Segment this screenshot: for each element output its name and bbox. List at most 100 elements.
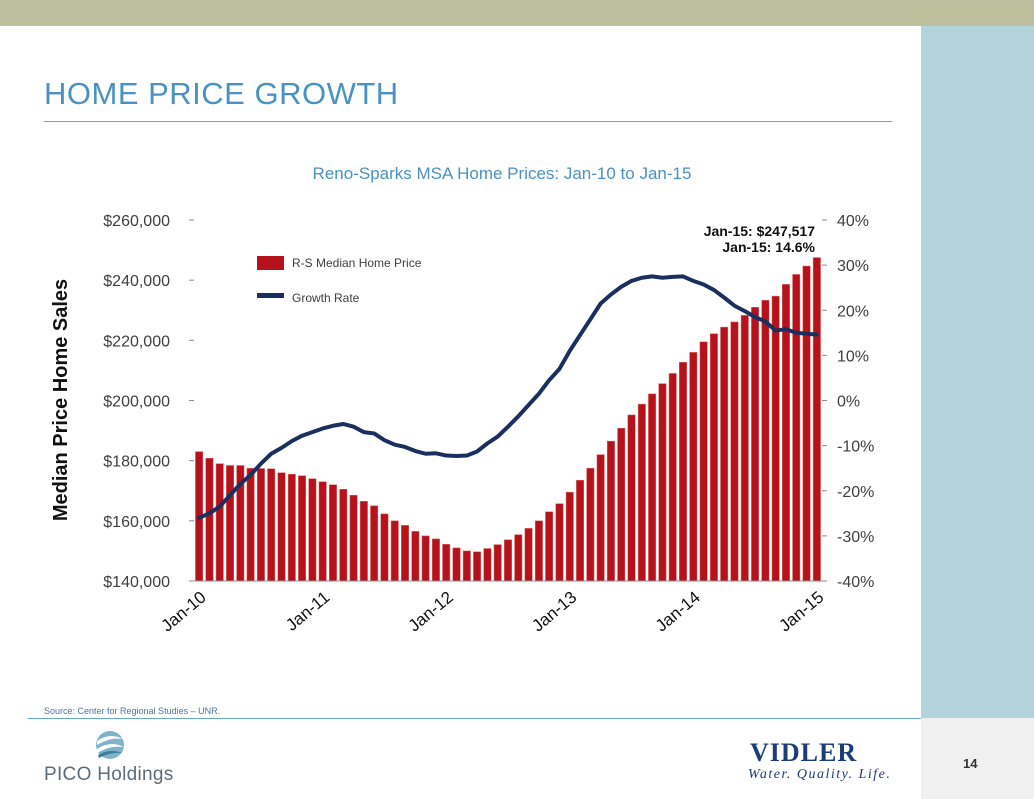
price-bar <box>318 481 327 582</box>
vidler-tagline: Water. Quality. Life. <box>748 767 892 782</box>
legend-line-label: Growth Rate <box>292 291 360 305</box>
left-tick-label: $180,000 <box>103 454 170 471</box>
price-bar <box>812 257 821 582</box>
price-bar <box>761 300 770 582</box>
growth-rate-line <box>197 274 819 520</box>
price-bar <box>771 295 780 582</box>
right-tick-label: -40% <box>837 574 874 591</box>
right-axis-ticks: -40% -30% -20% -10% 0% 10% 20% 30% 40% <box>822 213 874 591</box>
legend: R-S Median Home Price Growth Rate <box>257 256 422 305</box>
vidler-logo-name: VIDLER <box>750 738 858 767</box>
page-title: HOME PRICE GROWTH <box>44 76 399 111</box>
x-tick-label: Jan-14 <box>652 588 704 636</box>
price-bar <box>421 535 430 582</box>
price-bar <box>648 393 657 582</box>
price-bar <box>287 473 296 582</box>
price-bar <box>730 321 739 582</box>
price-bar <box>431 538 440 582</box>
price-bar <box>329 484 337 582</box>
price-bar <box>401 525 409 582</box>
right-tick-label: -10% <box>837 439 874 456</box>
price-bar <box>256 468 265 582</box>
price-bar <box>452 547 461 582</box>
left-tick-label: $260,000 <box>103 213 170 230</box>
right-tick-label: 0% <box>837 394 860 411</box>
y-axis-label: Median Price Home Sales <box>50 279 72 521</box>
price-bar <box>534 520 543 582</box>
legend-line-swatch <box>257 293 284 298</box>
price-bar <box>596 454 605 582</box>
vidler-logo: VIDLER Water. Quality. Life. <box>744 738 914 788</box>
price-bar <box>442 544 451 582</box>
price-bar <box>390 520 399 582</box>
price-bars <box>195 257 821 582</box>
price-bar <box>699 341 708 582</box>
left-tick-label: $200,000 <box>103 394 170 411</box>
x-tick-label: Jan-11 <box>282 588 333 635</box>
price-bar <box>617 427 626 582</box>
price-bar <box>606 440 615 582</box>
annotation-price: Jan-15: $247,517 <box>704 223 816 239</box>
price-bar <box>462 550 471 582</box>
top-color-band <box>0 0 1034 26</box>
price-bar <box>339 489 348 582</box>
price-bar <box>267 468 276 582</box>
price-bar <box>483 548 492 582</box>
price-bar <box>277 472 286 582</box>
price-bar <box>205 458 214 582</box>
price-bar <box>504 539 512 582</box>
right-tick-label: -20% <box>837 484 874 501</box>
growth-line-layer <box>197 274 819 520</box>
price-bar <box>246 467 255 582</box>
x-tick-label: Jan-13 <box>528 588 580 636</box>
right-tick-label: 10% <box>837 348 869 365</box>
price-bar <box>370 505 379 582</box>
price-bar <box>720 326 729 582</box>
source-note: Source: Center for Regional Studies – UN… <box>44 706 221 716</box>
x-tick-label: Jan-10 <box>158 588 210 636</box>
price-bar <box>709 333 718 582</box>
pico-logo-text: PICO Holdings <box>44 764 174 785</box>
price-bar <box>802 265 811 582</box>
price-bar <box>668 373 677 582</box>
x-axis-ticks: Jan-10 Jan-11 Jan-12 Jan-13 Jan-14 Jan-15 <box>158 588 828 636</box>
side-footer-panel <box>921 718 1034 799</box>
price-bar <box>545 511 554 582</box>
price-bar <box>555 503 564 582</box>
right-tick-label: 20% <box>837 303 869 320</box>
price-bar <box>359 501 368 582</box>
price-bar <box>565 492 574 582</box>
price-bar <box>679 362 687 582</box>
price-bar <box>514 534 523 582</box>
price-bar <box>627 414 636 582</box>
chart-title: Reno-Sparks MSA Home Prices: Jan-10 to J… <box>313 164 692 183</box>
price-bar <box>792 274 801 582</box>
page-number: 14 <box>963 756 978 771</box>
price-bar <box>226 465 234 582</box>
pico-logo: PICO Holdings <box>44 728 184 788</box>
price-bar <box>349 495 358 582</box>
price-bar <box>308 478 317 582</box>
annotation-growth: Jan-15: 14.6% <box>722 239 815 255</box>
legend-bar-label: R-S Median Home Price <box>292 256 422 270</box>
left-axis-ticks: $140,000 $160,000 $180,000 $200,000 $220,000… <box>103 213 194 591</box>
price-bar <box>751 306 760 582</box>
price-bar <box>493 544 502 582</box>
price-bar <box>689 352 698 582</box>
price-bar <box>658 383 667 582</box>
left-tick-label: $220,000 <box>103 333 170 350</box>
left-tick-label: $140,000 <box>103 574 170 591</box>
left-tick-label: $160,000 <box>103 514 170 531</box>
price-bar <box>524 528 533 582</box>
price-bar <box>215 463 224 582</box>
title-divider <box>44 121 892 122</box>
price-bar <box>411 531 420 582</box>
home-price-chart: Reno-Sparks MSA Home Prices: Jan-10 to J… <box>50 164 874 636</box>
price-bar <box>473 551 482 582</box>
right-tick-label: -30% <box>837 529 874 546</box>
price-bar <box>586 467 595 582</box>
price-bar <box>576 479 585 582</box>
price-bar <box>380 513 389 582</box>
left-tick-label: $240,000 <box>103 273 170 290</box>
right-tick-label: 40% <box>837 213 869 230</box>
